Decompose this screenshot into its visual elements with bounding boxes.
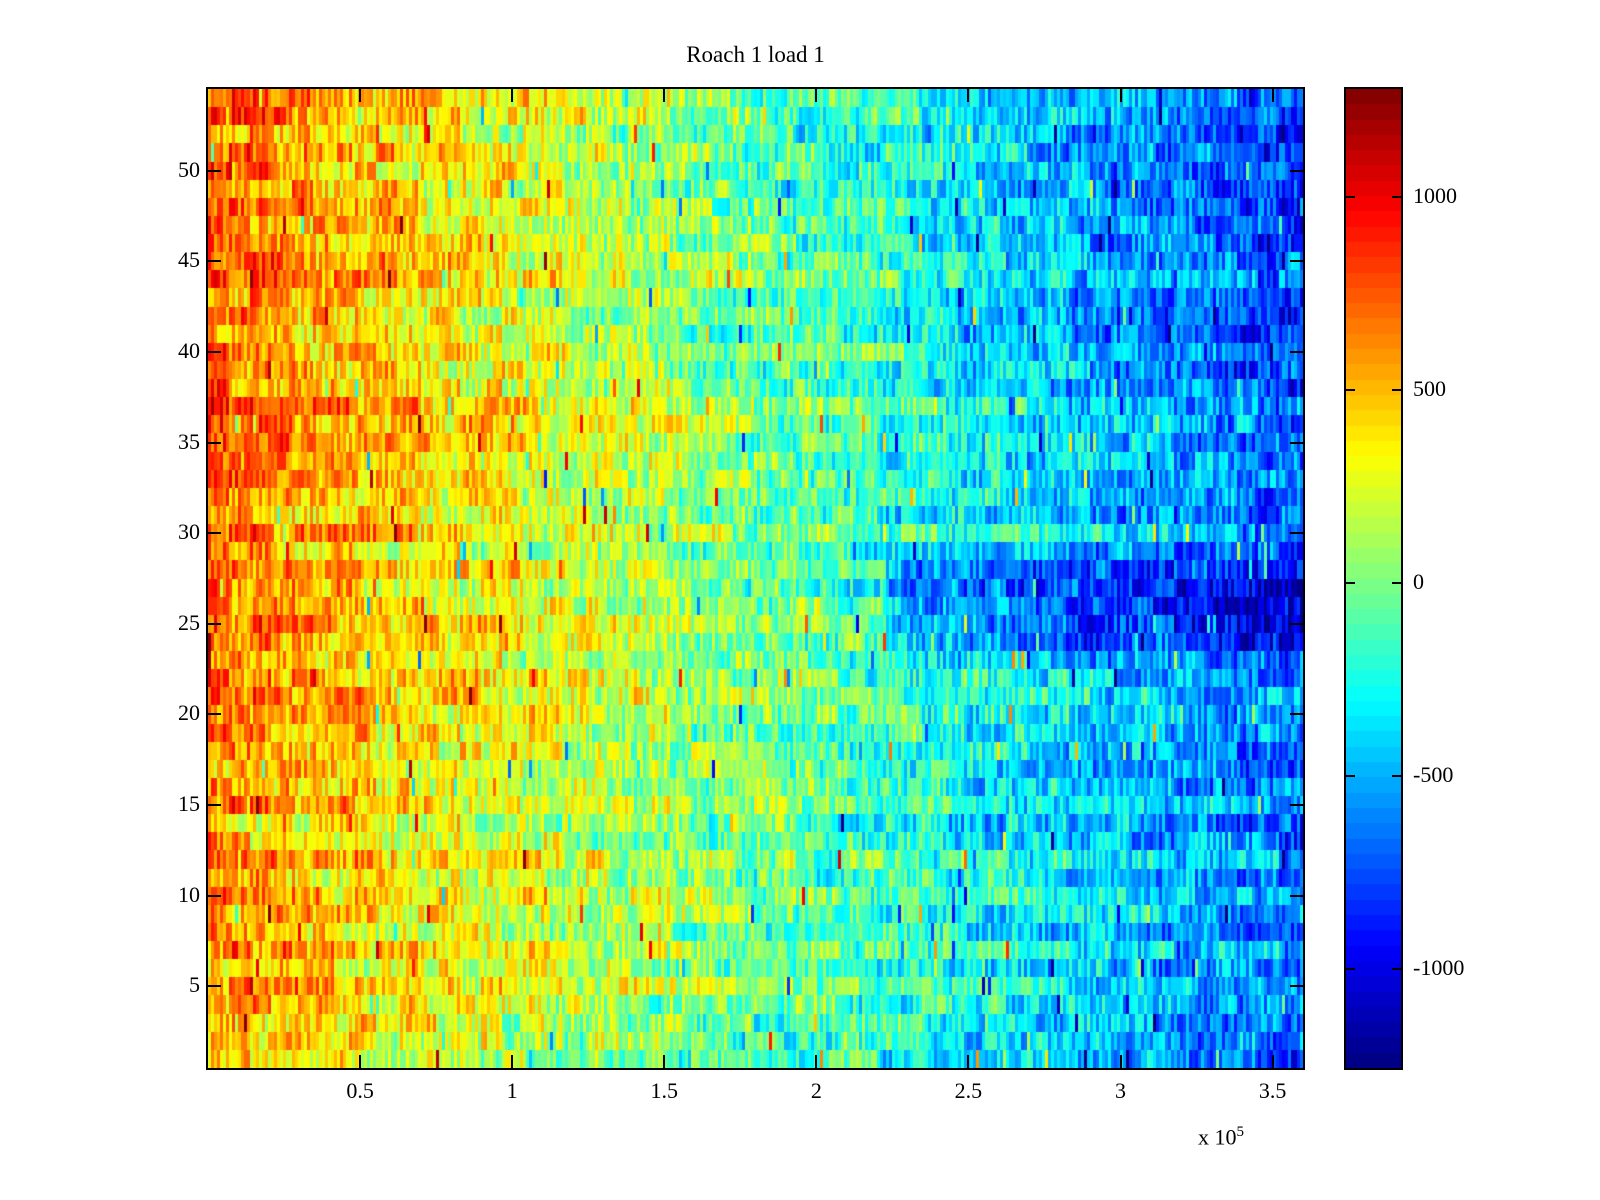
x-axis-tick-label: 1.5 xyxy=(650,1078,679,1103)
colorbar-tick-label: 1000 xyxy=(1413,183,1457,209)
x-axis-tick-mark xyxy=(967,1055,970,1068)
y-axis-tick-label: 45 xyxy=(178,247,200,273)
colorbar-tick-mark-left xyxy=(1346,775,1355,778)
colorbar-tick-label: -500 xyxy=(1413,762,1454,788)
y-axis-tick-label: 15 xyxy=(178,791,200,817)
y-axis-tick-label: 40 xyxy=(178,337,200,363)
x-axis-tick-mark xyxy=(511,1055,514,1068)
x-axis-tick-mark xyxy=(359,1055,362,1068)
x-axis-tick-label: 2 xyxy=(810,1078,822,1103)
x-axis-tick-label: 2.5 xyxy=(954,1078,983,1103)
y-axis-tick-mark-right xyxy=(1290,713,1303,716)
y-axis-tick-mark xyxy=(208,804,221,807)
y-axis-tick-mark xyxy=(208,894,221,897)
x-axis-tick-mark-top xyxy=(1119,89,1122,102)
x-axis-exponent-label: x 105 xyxy=(1198,1124,1244,1150)
y-axis-tick-mark xyxy=(208,713,221,716)
y-axis-tick-label: 20 xyxy=(178,700,200,726)
colorbar-tick-mark-left xyxy=(1346,582,1355,585)
y-axis-tick-mark-right xyxy=(1290,622,1303,625)
x-axis-tick-label: 3 xyxy=(1115,1078,1126,1103)
y-axis-tick-mark xyxy=(208,532,221,535)
colorbar-canvas xyxy=(1346,89,1401,1068)
y-axis-tick-label: 50 xyxy=(178,156,200,182)
heatmap-plot-area xyxy=(206,87,1305,1070)
colorbar-tick-mark-left xyxy=(1346,389,1355,392)
y-axis-tick-mark-right xyxy=(1290,985,1303,988)
x-axis-tick-mark-top xyxy=(511,89,514,102)
x-axis-tick-mark-top xyxy=(967,89,970,102)
y-axis-tick-mark-right xyxy=(1290,894,1303,897)
colorbar-tick-mark-right xyxy=(1392,775,1401,778)
colorbar-tick-label: 500 xyxy=(1413,376,1446,402)
y-axis-tick-mark xyxy=(208,441,221,444)
colorbar-tick-mark-right xyxy=(1392,389,1401,392)
x-axis-tick-label: 0.5 xyxy=(346,1078,374,1103)
x-axis-tick-mark xyxy=(663,1055,666,1068)
colorbar-tick-label: 0 xyxy=(1413,569,1424,595)
y-axis-tick-mark-right xyxy=(1290,804,1303,807)
x-axis-tick-mark xyxy=(815,1055,818,1068)
x-axis-exponent-value: 5 xyxy=(1236,1124,1245,1140)
colorbar-tick-mark-right xyxy=(1392,582,1401,585)
x-axis-tick-mark-top xyxy=(663,89,666,102)
x-axis-exponent-prefix: x 10 xyxy=(1198,1124,1237,1150)
y-axis-tick-mark-right xyxy=(1290,350,1303,353)
y-axis-tick-mark xyxy=(208,260,221,263)
chart-title: Roach 1 load 1 xyxy=(686,42,825,67)
x-axis-tick-mark xyxy=(1271,1055,1274,1068)
x-axis-tick-label: 3.5 xyxy=(1258,1078,1287,1103)
y-axis-tick-label: 30 xyxy=(178,519,200,545)
x-axis-tick-mark xyxy=(1119,1055,1122,1068)
y-axis-tick-mark-right xyxy=(1290,260,1303,263)
y-axis-tick-mark-right xyxy=(1290,169,1303,172)
y-axis-tick-label: 25 xyxy=(178,609,200,635)
x-axis-tick-mark-top xyxy=(815,89,818,102)
y-axis-tick-mark xyxy=(208,985,221,988)
y-axis-tick-mark xyxy=(208,622,221,625)
y-axis-tick-mark-right xyxy=(1290,532,1303,535)
x-axis-tick-label: 1 xyxy=(506,1078,518,1103)
heatmap-canvas xyxy=(208,89,1303,1068)
y-axis-tick-mark xyxy=(208,350,221,353)
y-axis-tick-label: 35 xyxy=(178,428,200,454)
colorbar xyxy=(1344,87,1403,1070)
x-axis-tick-mark-top xyxy=(359,89,362,102)
y-axis-tick-mark xyxy=(208,169,221,172)
colorbar-tick-mark-left xyxy=(1346,968,1355,971)
x-axis-tick-mark-top xyxy=(1271,89,1274,102)
y-axis-tick-label: 5 xyxy=(189,972,200,998)
y-axis-tick-mark-right xyxy=(1290,441,1303,444)
colorbar-tick-label: -1000 xyxy=(1413,955,1465,981)
colorbar-tick-mark-left xyxy=(1346,196,1355,199)
colorbar-tick-mark-right xyxy=(1392,196,1401,199)
colorbar-tick-mark-right xyxy=(1392,968,1401,971)
y-axis-tick-label: 10 xyxy=(178,881,200,907)
